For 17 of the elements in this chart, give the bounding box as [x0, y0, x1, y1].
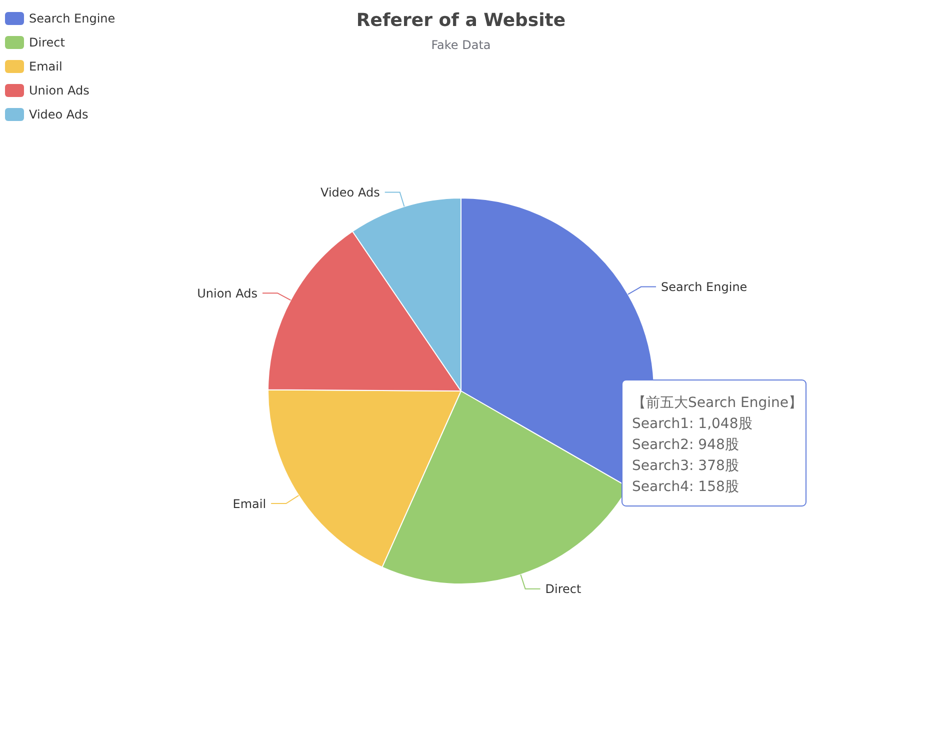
- text: Search2: 948股: [632, 436, 739, 453]
- text: Search4: 158股: [632, 478, 739, 495]
- chart-title: Referer of a Website: [356, 10, 566, 31]
- slice-label: Direct: [545, 582, 582, 596]
- legend-label: Email: [29, 60, 62, 74]
- slice-label: Video Ads: [320, 185, 380, 200]
- slice-label: Email: [232, 496, 266, 511]
- legend-label: Direct: [29, 36, 66, 50]
- legend-label: Union Ads: [29, 84, 90, 98]
- text: Search3: 378股: [632, 458, 739, 474]
- slice-label: Search Engine: [661, 280, 748, 294]
- text: Search1: 1,048股: [632, 416, 752, 432]
- legend-label: Video Ads: [29, 108, 88, 122]
- text: 【前五大Search Engine】: [632, 394, 803, 411]
- text: Fake Data: [431, 38, 491, 52]
- slice-label: Union Ads: [197, 286, 258, 300]
- legend-label: Search Engine: [29, 12, 116, 26]
